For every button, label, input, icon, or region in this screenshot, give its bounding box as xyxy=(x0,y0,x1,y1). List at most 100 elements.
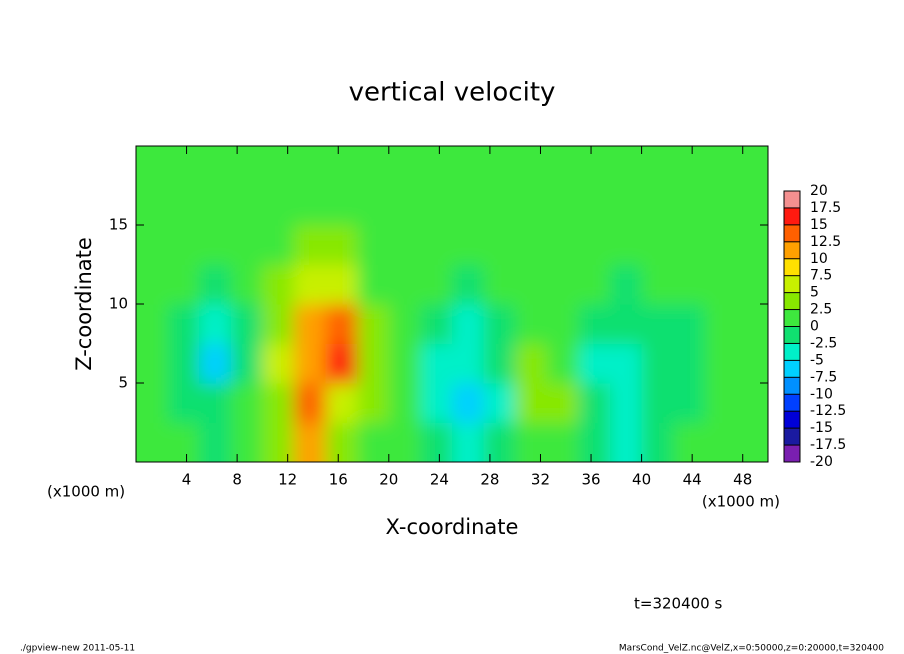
heatmap-cell xyxy=(136,422,169,462)
heatmap-cell xyxy=(167,185,200,226)
heatmap-cell xyxy=(704,343,737,384)
heatmap-cell xyxy=(452,146,485,186)
heatmap-cell xyxy=(483,146,516,186)
heatmap-cell xyxy=(704,304,737,344)
heatmap-cell xyxy=(357,422,390,462)
heatmap-field xyxy=(136,146,768,462)
heatmap-cell xyxy=(136,304,169,344)
heatmap-cell xyxy=(483,264,516,305)
heatmap-cell xyxy=(230,383,263,423)
heatmap-cell xyxy=(578,264,611,305)
heatmap-cell xyxy=(357,146,390,186)
heatmap-cell xyxy=(515,422,548,462)
x-tick-label: 28 xyxy=(480,471,499,489)
heatmap-cell xyxy=(704,264,737,305)
heatmap-cell xyxy=(294,264,327,305)
heatmap-cell xyxy=(673,343,706,384)
heatmap-cell xyxy=(388,185,421,226)
heatmap-cell xyxy=(704,185,737,226)
heatmap-cell xyxy=(452,225,485,265)
heatmap-cell xyxy=(230,185,263,226)
x-axis-label: X-coordinate xyxy=(386,515,519,539)
heatmap-cell xyxy=(673,422,706,462)
heatmap-cell xyxy=(294,383,327,423)
heatmap-cells xyxy=(136,146,768,462)
heatmap-cell xyxy=(325,304,358,344)
colorbar-label: -7.5 xyxy=(810,369,837,385)
heatmap-cell xyxy=(578,225,611,265)
heatmap-cell xyxy=(736,185,768,226)
heatmap-cell xyxy=(388,146,421,186)
heatmap-cell xyxy=(452,185,485,226)
heatmap-cell xyxy=(483,383,516,423)
heatmap-cell xyxy=(199,225,232,265)
x-tick-label: 24 xyxy=(430,471,449,489)
heatmap-cell xyxy=(483,304,516,344)
heatmap-cell xyxy=(483,225,516,265)
heatmap-cell xyxy=(388,225,421,265)
heatmap-cell xyxy=(167,304,200,344)
colorbar-band xyxy=(784,191,800,208)
heatmap-cell xyxy=(230,343,263,384)
heatmap-cell xyxy=(546,343,579,384)
heatmap-cell xyxy=(515,264,548,305)
colorbar-label: 12.5 xyxy=(810,234,841,250)
colorbar-band xyxy=(784,292,800,310)
heatmap-cell xyxy=(483,185,516,226)
colorbar-band xyxy=(784,258,800,276)
colorbar-label: -17.5 xyxy=(810,437,846,453)
footer-left: ./gpview-new 2011-05-11 xyxy=(20,644,135,654)
heatmap-cell xyxy=(294,225,327,265)
colorbar-band xyxy=(784,309,800,327)
heatmap-cell xyxy=(673,264,706,305)
colorbar-label: 15 xyxy=(810,217,828,233)
heatmap-cell xyxy=(262,225,295,265)
heatmap-cell xyxy=(546,146,579,186)
heatmap-cell xyxy=(357,264,390,305)
heatmap-cell xyxy=(262,185,295,226)
chart-title: vertical velocity xyxy=(349,78,556,108)
heatmap-cell xyxy=(578,343,611,384)
heatmap-cell xyxy=(420,185,453,226)
colorbar-band xyxy=(784,377,800,395)
heatmap-cell xyxy=(136,343,169,384)
heatmap-cell xyxy=(294,185,327,226)
heatmap-cell xyxy=(641,264,674,305)
heatmap-cell xyxy=(420,225,453,265)
colorbar-label: 20 xyxy=(810,183,828,199)
heatmap-cell xyxy=(262,422,295,462)
colorbar-label: -12.5 xyxy=(810,403,846,419)
heatmap-cell xyxy=(136,264,169,305)
heatmap-cell xyxy=(515,146,548,186)
heatmap-cell xyxy=(546,185,579,226)
heatmap-cell xyxy=(578,383,611,423)
heatmap-cell xyxy=(262,146,295,186)
x-tick-label: 40 xyxy=(632,471,651,489)
x-tick-label: 32 xyxy=(531,471,550,489)
heatmap-cell xyxy=(167,146,200,186)
x-tick-label: 12 xyxy=(278,471,297,489)
heatmap-cell xyxy=(325,264,358,305)
colorbar-band xyxy=(784,428,800,446)
heatmap-cell xyxy=(641,185,674,226)
heatmap-cell xyxy=(167,343,200,384)
x-tick-label: 8 xyxy=(232,471,242,489)
heatmap-cell xyxy=(325,422,358,462)
heatmap-cell xyxy=(736,343,768,384)
heatmap-cell xyxy=(230,422,263,462)
heatmap-cell xyxy=(294,343,327,384)
heatmap-cell xyxy=(515,185,548,226)
heatmap-cell xyxy=(357,185,390,226)
colorbar-band xyxy=(784,275,800,293)
heatmap-cell xyxy=(578,185,611,226)
colorbar-label: -15 xyxy=(810,420,833,436)
heatmap-cell xyxy=(167,422,200,462)
heatmap-cell xyxy=(610,146,643,186)
heatmap-cell xyxy=(578,304,611,344)
heatmap-cell xyxy=(325,343,358,384)
colorbar-label: 2.5 xyxy=(810,302,832,318)
x-tick-label: 20 xyxy=(379,471,398,489)
heatmap-cell xyxy=(578,422,611,462)
heatmap-cell xyxy=(357,343,390,384)
